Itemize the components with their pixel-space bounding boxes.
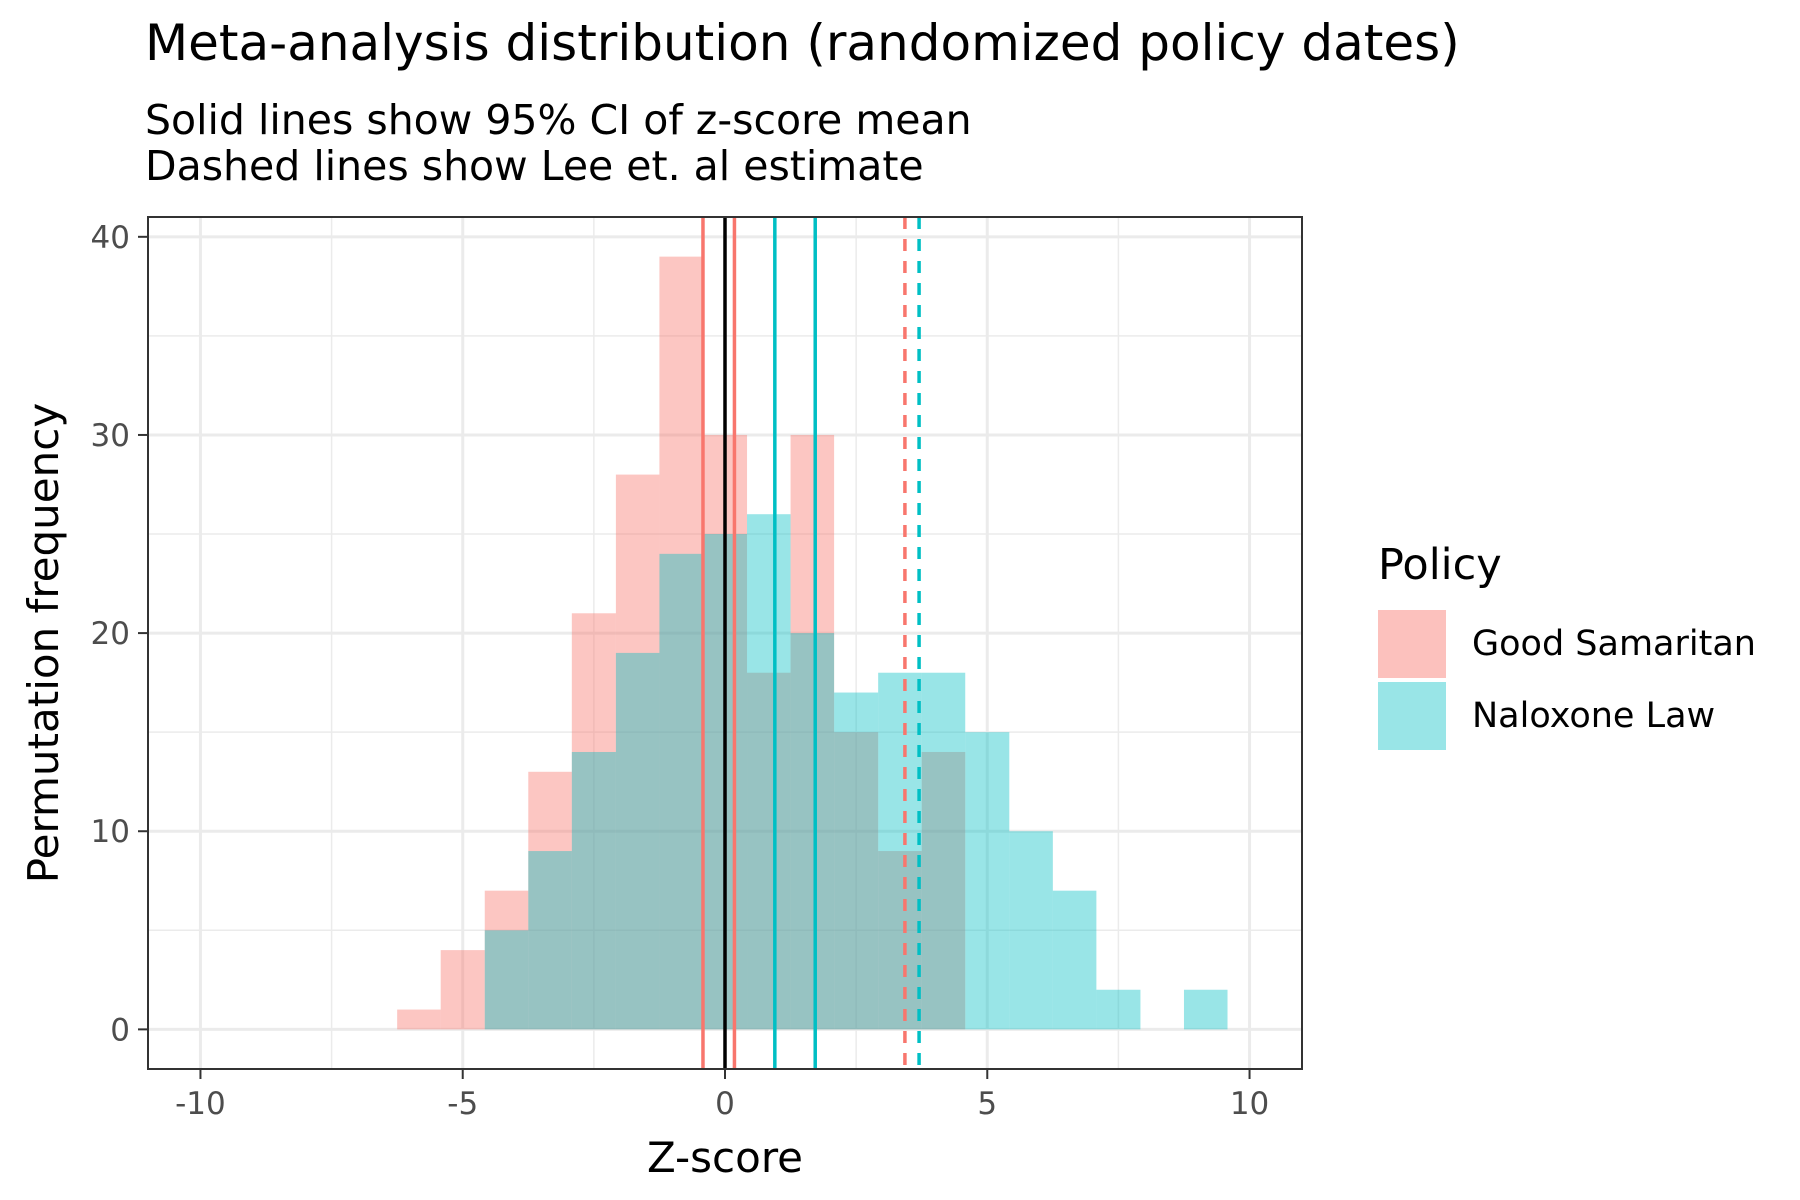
- bar-good-samaritan: [484, 890, 529, 1030]
- legend-swatch-naloxone-law: [1378, 682, 1446, 750]
- legend: Policy Good Samaritan Naloxone Law: [1378, 540, 1756, 752]
- bar-good-samaritan: [615, 474, 660, 1030]
- y-tick-label: 40: [91, 220, 130, 256]
- y-tick-label: 10: [91, 814, 130, 850]
- bar-naloxone-law: [965, 732, 1010, 1030]
- y-tick-label: 30: [91, 418, 130, 454]
- bar-naloxone-law: [878, 672, 922, 1030]
- y-axis: 0 10 20 30 40: [91, 220, 148, 1048]
- bar-naloxone-law: [921, 672, 966, 1030]
- bar-naloxone-law: [1009, 831, 1053, 1030]
- chart-subtitle-line-2: Dashed lines show Lee et. al estimate: [145, 142, 924, 190]
- legend-item-good-samaritan: Good Samaritan: [1378, 608, 1756, 680]
- bar-naloxone-law: [484, 930, 529, 1030]
- bar-naloxone-law: [834, 692, 879, 1030]
- bar-naloxone-law: [571, 751, 616, 1030]
- x-tick-label: 5: [977, 1086, 997, 1122]
- bar-good-samaritan: [878, 851, 922, 1030]
- bar-naloxone-law: [615, 652, 660, 1030]
- y-tick-label: 20: [91, 616, 130, 652]
- x-tick-label: 0: [715, 1086, 735, 1122]
- legend-label-naloxone-law: Naloxone Law: [1472, 696, 1716, 736]
- bar-good-samaritan: [397, 1009, 441, 1030]
- legend-title: Policy: [1378, 540, 1502, 590]
- legend-label-good-samaritan: Good Samaritan: [1472, 624, 1756, 664]
- bar-good-samaritan: [571, 613, 616, 1030]
- x-axis: -10 -5 0 5 10: [175, 1069, 1269, 1122]
- bar-good-samaritan: [659, 256, 703, 1030]
- legend-swatch-good-samaritan: [1378, 610, 1446, 678]
- chart-title: Meta-analysis distribution (randomized p…: [145, 14, 1460, 72]
- bar-good-samaritan: [790, 434, 835, 1030]
- vertical-reference-lines: [701, 217, 921, 1069]
- bar-naloxone-law: [1096, 989, 1141, 1030]
- bar-good-samaritan: [921, 751, 966, 1030]
- x-tick-label: -5: [447, 1086, 478, 1122]
- bar-good-samaritan: [747, 672, 791, 1030]
- chart-subtitle-line-1: Solid lines show 95% CI of z-score mean: [145, 96, 972, 144]
- bar-good-samaritan: [834, 732, 879, 1030]
- legend-item-naloxone-law: Naloxone Law: [1378, 680, 1756, 752]
- x-tick-label: 10: [1230, 1086, 1269, 1122]
- bar-naloxone-law: [659, 553, 703, 1030]
- y-axis-label: Permutation frequency: [19, 403, 68, 883]
- bar-naloxone-law: [790, 633, 835, 1030]
- bar-naloxone-law: [1183, 989, 1228, 1030]
- bar-good-samaritan: [440, 950, 485, 1030]
- bar-naloxone-law: [528, 851, 572, 1030]
- x-tick-label: -10: [175, 1086, 226, 1122]
- y-tick-label: 0: [110, 1012, 130, 1048]
- bar-naloxone-law: [1052, 890, 1097, 1030]
- x-axis-label: Z-score: [647, 1133, 803, 1182]
- bar-good-samaritan: [528, 771, 572, 1030]
- histogram-bars: [397, 256, 1228, 1030]
- bar-naloxone-law: [747, 514, 791, 1030]
